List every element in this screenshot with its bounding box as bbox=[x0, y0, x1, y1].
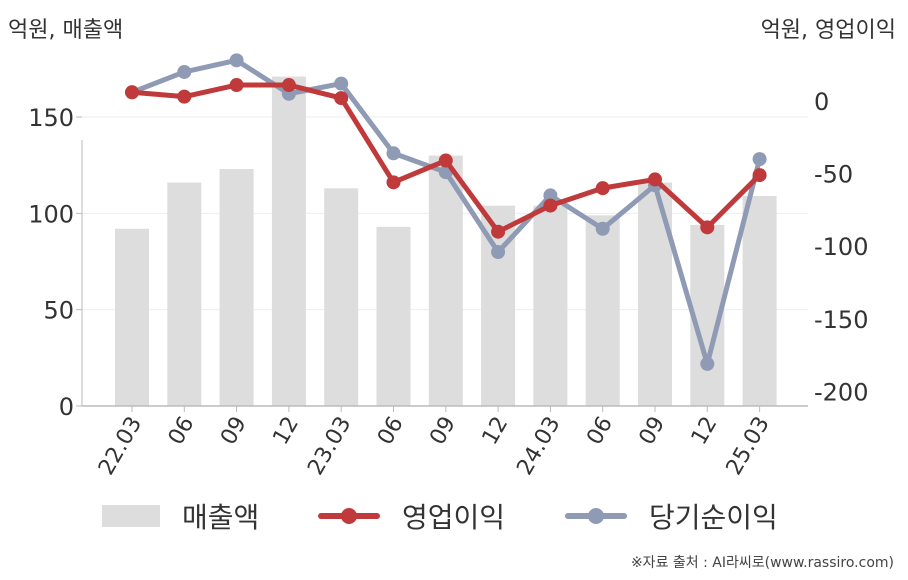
operating-point bbox=[125, 85, 139, 100]
revenue-bar bbox=[428, 155, 463, 406]
net-point bbox=[177, 64, 192, 79]
left-tick-label: 100 bbox=[28, 200, 74, 228]
x-tick-label: 06 bbox=[373, 413, 409, 450]
left-axis-unit: 억원, 매출액 bbox=[8, 18, 124, 43]
operating-point bbox=[386, 175, 401, 190]
legend-item-revenue: 매출액 bbox=[102, 492, 259, 540]
revenue-bar bbox=[376, 226, 411, 406]
revenue-bar bbox=[219, 169, 254, 406]
right-tick-label: 0 bbox=[814, 88, 829, 116]
right-tick-label: -150 bbox=[814, 306, 868, 334]
right-tick-label: -100 bbox=[814, 233, 868, 261]
x-tick-label: 09 bbox=[425, 413, 461, 450]
right-tick-label: -50 bbox=[814, 161, 853, 189]
x-tick-label: 24.03 bbox=[512, 413, 565, 480]
x-tick-label: 22.03 bbox=[94, 413, 147, 480]
legend-item-net: 당기순이익 bbox=[565, 492, 778, 540]
legend-label-operating: 영업이익 bbox=[402, 501, 506, 534]
x-tick-label: 09 bbox=[216, 413, 252, 450]
revenue-bar bbox=[533, 205, 568, 406]
x-tick-label: 12 bbox=[478, 412, 514, 449]
legend: 매출액 영업이익 당기순이익 bbox=[0, 492, 908, 540]
legend-swatch-net bbox=[565, 505, 627, 527]
operating-point bbox=[752, 168, 767, 183]
revenue-bar bbox=[638, 182, 672, 406]
legend-label-net: 당기순이익 bbox=[649, 501, 778, 534]
revenue-bar bbox=[115, 228, 149, 406]
x-tick-label: 23.03 bbox=[303, 413, 356, 480]
net-point bbox=[491, 245, 506, 260]
net-point bbox=[752, 152, 767, 167]
revenue-bar bbox=[271, 76, 306, 406]
legend-item-operating: 영업이익 bbox=[318, 492, 505, 540]
x-tick-label: 06 bbox=[582, 413, 618, 450]
operating-point bbox=[438, 153, 453, 168]
net-point bbox=[595, 221, 610, 236]
x-tick-label: 12 bbox=[687, 413, 723, 450]
revenue-bar bbox=[324, 188, 359, 406]
net-point bbox=[543, 188, 558, 203]
operating-point bbox=[491, 224, 506, 239]
operating-point bbox=[543, 198, 558, 213]
net-point bbox=[386, 146, 401, 161]
operating-point bbox=[595, 181, 610, 196]
legend-swatch-revenue bbox=[102, 505, 160, 527]
left-tick-label: 50 bbox=[43, 297, 74, 325]
operating-point bbox=[648, 172, 662, 187]
revenue-bar bbox=[167, 182, 202, 406]
net-point bbox=[229, 53, 244, 68]
right-tick-label: -200 bbox=[814, 378, 868, 406]
x-tick-label: 09 bbox=[635, 413, 671, 450]
net-point bbox=[700, 356, 715, 371]
operating-point bbox=[334, 91, 349, 106]
revenue-bar bbox=[742, 196, 777, 406]
operating-point bbox=[281, 78, 296, 93]
x-tick-label: 06 bbox=[164, 413, 200, 450]
revenue-bar bbox=[585, 215, 620, 406]
left-tick-label: 0 bbox=[59, 393, 74, 421]
operating-point bbox=[177, 89, 192, 104]
legend-swatch-operating bbox=[318, 505, 380, 527]
net-point bbox=[334, 76, 349, 91]
left-tick-label: 150 bbox=[28, 104, 74, 132]
source-note: ※자료 출처 : AI라씨로(www.rassiro.com) bbox=[630, 555, 894, 571]
x-tick-label: 12 bbox=[268, 413, 304, 450]
legend-label-revenue: 매출액 bbox=[182, 501, 260, 534]
operating-point bbox=[229, 78, 244, 93]
operating-point bbox=[700, 220, 715, 235]
x-tick-label: 25.03 bbox=[722, 413, 775, 480]
right-axis-unit: 억원, 영업이익 bbox=[760, 18, 896, 43]
